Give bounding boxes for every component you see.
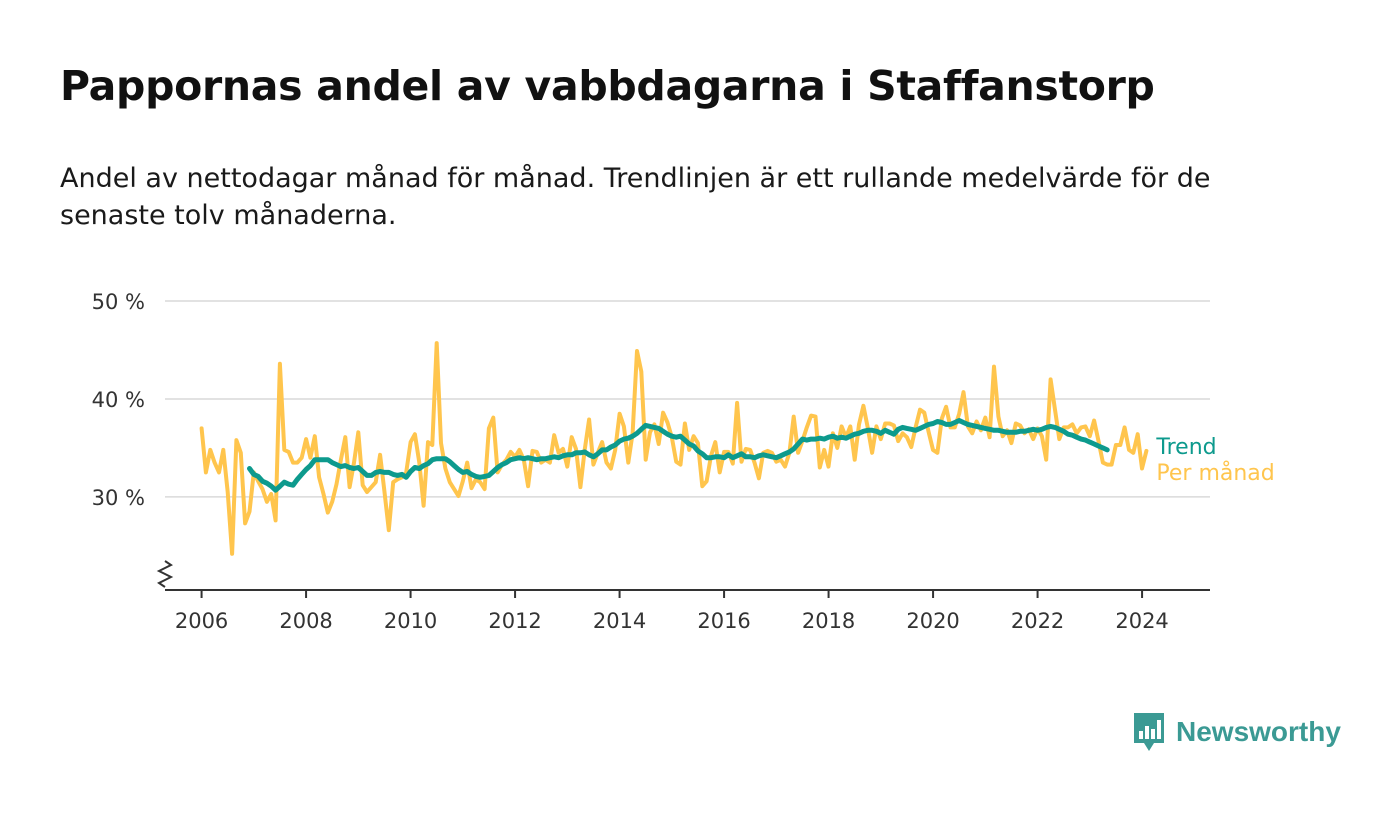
y-tick-label: 50 % — [92, 290, 145, 314]
x-tick-label: 2022 — [1011, 609, 1064, 633]
axis-break-icon — [156, 560, 174, 588]
series-lines — [199, 341, 1149, 556]
series-label: Trend — [1155, 435, 1216, 460]
series-line-per-m-nad — [199, 341, 1149, 556]
x-tick-label: 2016 — [697, 609, 750, 633]
brand-logo: Newsworthy — [1132, 710, 1341, 754]
chart-subtitle: Andel av nettodagar månad för månad. Tre… — [60, 163, 1211, 231]
bar-chart-speech-bubble-icon — [1134, 713, 1164, 751]
x-tick-label: 2006 — [175, 609, 228, 633]
y-tick-label: 30 % — [92, 486, 145, 510]
chart-title: Pappornas andel av vabbdagarna i Staffan… — [60, 62, 1155, 110]
series-label: Per månad — [1156, 460, 1274, 486]
series-line-trend — [247, 418, 1110, 493]
x-tick-label: 2024 — [1115, 609, 1168, 633]
y-tick-label: 40 % — [92, 388, 145, 412]
x-tick-label: 2020 — [906, 609, 959, 633]
gridlines — [165, 300, 1210, 498]
x-tick-label: 2014 — [593, 609, 646, 633]
x-tick-label: 2010 — [384, 609, 437, 633]
x-tick-label: 2008 — [279, 609, 332, 633]
brand-name: Newsworthy — [1176, 716, 1341, 747]
x-tick-label: 2018 — [802, 609, 855, 633]
x-tick-label: 2012 — [488, 609, 541, 633]
axes: 30 % 40 % 50 % 2006 2008 2010 2012 2014 2016 2018… — [92, 290, 1210, 633]
